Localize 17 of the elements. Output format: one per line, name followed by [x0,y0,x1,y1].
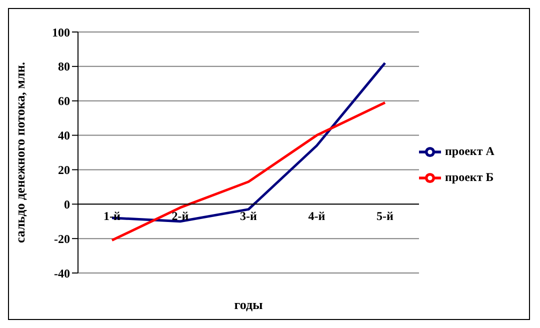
y-tick-label: 80 [58,60,70,74]
x-tick-label: 2-й [172,209,189,224]
y-tick-label: 60 [58,94,70,108]
x-tick-label: 1-й [104,209,121,224]
y-tick-label: -20 [54,232,70,246]
y-tick-label: 40 [58,128,70,143]
x-tick-label: 4-й [308,209,326,224]
y-tick-label: 0 [64,197,70,212]
legend-label: проект Б [445,170,494,184]
y-axis-title: сальдо денежного потока, млн. [12,62,28,244]
x-tick-label: 3-й [240,209,258,224]
y-tick-label: -40 [54,266,70,280]
x-tick-label: 5-й [376,209,394,224]
y-tick-label: 20 [58,162,70,177]
y-tick-label: 100 [52,25,70,40]
x-axis-title: годы [234,297,263,312]
legend-label: проект А [445,144,494,158]
